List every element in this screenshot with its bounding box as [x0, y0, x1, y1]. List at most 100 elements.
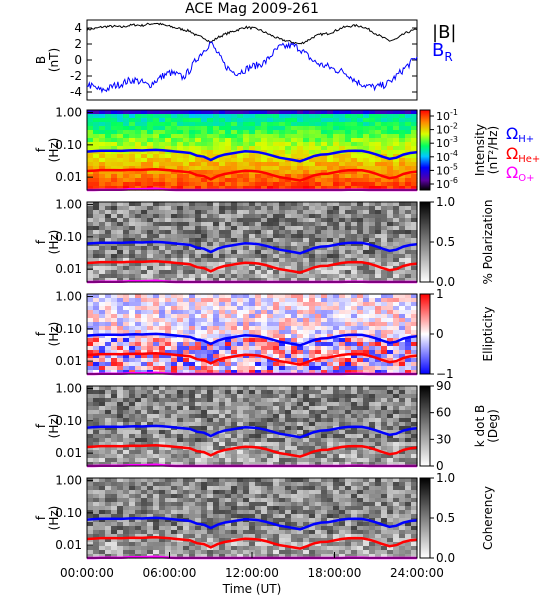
- spectrogram-cell: [375, 230, 382, 235]
- spectrogram-cell: [381, 482, 388, 487]
- spectrogram-cell: [183, 166, 190, 171]
- spectrogram-cell: [183, 138, 190, 143]
- freq-ylabel: f: [34, 147, 48, 152]
- spectrogram-cell: [387, 262, 394, 267]
- spectrogram-cell: [363, 454, 370, 459]
- spectrogram-cell: [111, 182, 118, 187]
- spectrogram-cell: [387, 306, 394, 311]
- spectrogram-cell: [285, 258, 292, 263]
- spectrogram-cell: [405, 390, 412, 395]
- spectrogram-cell: [147, 222, 154, 227]
- spectrogram-cell: [177, 138, 184, 143]
- spectrogram-cell: [327, 342, 334, 347]
- spectrogram-cell: [159, 346, 166, 351]
- spectrogram-cell: [375, 142, 382, 147]
- spectrogram-cell: [105, 450, 112, 455]
- spectrogram-cell: [351, 346, 358, 351]
- spectrogram-cell: [285, 402, 292, 407]
- spectrogram-cell: [261, 414, 268, 419]
- spectrogram-cell: [303, 410, 310, 415]
- spectrogram-cell: [207, 122, 214, 127]
- spectrogram-cell: [405, 130, 412, 135]
- spectrogram-cell: [87, 450, 94, 455]
- spectrogram-cell: [321, 158, 328, 163]
- freq-tick-label: 0.01: [55, 170, 82, 184]
- spectrogram-cell: [405, 126, 412, 131]
- spectrogram-cell: [207, 294, 214, 299]
- spectrogram-cell: [351, 402, 358, 407]
- spectrogram-cell: [333, 430, 340, 435]
- spectrogram-cell: [93, 418, 100, 423]
- spectrogram-cell: [363, 210, 370, 215]
- spectrogram-cell: [183, 318, 190, 323]
- spectrogram-cell: [213, 114, 220, 119]
- spectrogram-cell: [339, 506, 346, 511]
- spectrogram-cell: [381, 442, 388, 447]
- spectrogram-cell: [213, 274, 220, 279]
- spectrogram-cell: [279, 354, 286, 359]
- spectrogram-cell: [333, 346, 340, 351]
- spectrogram-cell: [267, 498, 274, 503]
- spectrogram-cell: [87, 210, 94, 215]
- spectrogram-cell: [345, 506, 352, 511]
- spectrogram-cell: [111, 502, 118, 507]
- spectrogram-cell: [87, 246, 94, 251]
- spectrogram-cell: [231, 270, 238, 275]
- spectrogram-cell: [93, 154, 100, 159]
- spectrogram-cell: [261, 486, 268, 491]
- spectrogram-cell: [87, 310, 94, 315]
- spectrogram-cell: [369, 218, 376, 223]
- spectrogram-cell: [381, 162, 388, 167]
- spectrogram-cell: [249, 506, 256, 511]
- spectrogram-cell: [369, 274, 376, 279]
- spectrogram-cell: [183, 182, 190, 187]
- spectrogram-cell: [363, 490, 370, 495]
- spectrogram-cell: [387, 210, 394, 215]
- spectrogram-cell: [201, 446, 208, 451]
- spectrogram-cell: [165, 366, 172, 371]
- spectrogram-cell: [309, 418, 316, 423]
- spectrogram-cell: [381, 202, 388, 207]
- spectrogram-cell: [333, 386, 340, 391]
- spectrogram-cell: [357, 494, 364, 499]
- spectrogram-cell: [243, 130, 250, 135]
- spectrogram-cell: [159, 498, 166, 503]
- spectrogram-cell: [111, 338, 118, 343]
- spectrogram-cell: [201, 458, 208, 463]
- spectrogram-cell: [153, 458, 160, 463]
- spectrogram-cell: [207, 302, 214, 307]
- spectrogram-cell: [321, 270, 328, 275]
- spectrogram-cell: [105, 346, 112, 351]
- spectrogram-cell: [387, 366, 394, 371]
- spectrogram-cell: [189, 434, 196, 439]
- spectrogram-cell: [195, 230, 202, 235]
- spectrogram-cell: [129, 394, 136, 399]
- spectrogram-cell: [159, 214, 166, 219]
- spectrogram-cell: [315, 270, 322, 275]
- spectrogram-cell: [183, 270, 190, 275]
- spectrogram-cell: [153, 398, 160, 403]
- spectrogram-cell: [351, 206, 358, 211]
- spectrogram-cell: [345, 142, 352, 147]
- panel-ellipticity: 1.000.100.01f (Hz)10−1Ellipticity: [34, 287, 495, 381]
- spectrogram-cell: [285, 130, 292, 135]
- spectrogram-cell: [345, 482, 352, 487]
- spectrogram-cell: [237, 130, 244, 135]
- spectrogram-cell: [123, 214, 130, 219]
- spectrogram-cell: [339, 390, 346, 395]
- spectrogram-cell: [255, 410, 262, 415]
- spectrogram-cell: [225, 162, 232, 167]
- spectrogram-cell: [105, 230, 112, 235]
- spectrogram-cell: [249, 494, 256, 499]
- spectrogram-cell: [219, 402, 226, 407]
- spectrogram-cell: [369, 138, 376, 143]
- spectrogram-cell: [375, 134, 382, 139]
- spectrogram-cell: [309, 406, 316, 411]
- spectrogram-cell: [201, 310, 208, 315]
- spectrogram-cell: [195, 142, 202, 147]
- spectrogram-cell: [93, 110, 100, 115]
- spectrogram-cell: [405, 406, 412, 411]
- spectrogram-cell: [351, 126, 358, 131]
- spectrogram-cell: [381, 494, 388, 499]
- spectrogram-cell: [321, 202, 328, 207]
